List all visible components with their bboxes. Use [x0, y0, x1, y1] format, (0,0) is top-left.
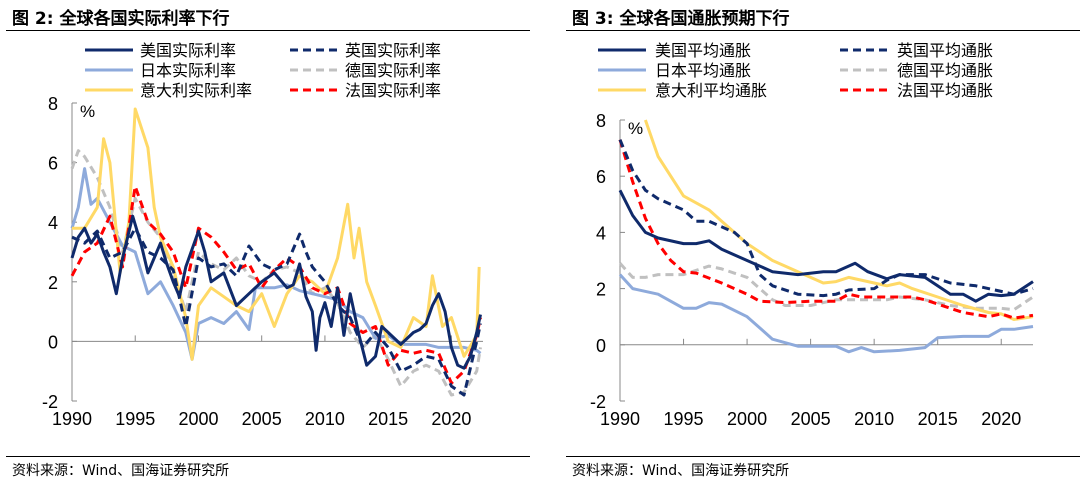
y-tick-label: 6: [48, 154, 58, 174]
y-tick-label: 6: [596, 167, 606, 187]
y-tick-label: 4: [596, 223, 606, 243]
x-tick-label: 1995: [115, 409, 155, 429]
line-chart-inflation: -2 0 2 4 6 8 % 1990 1995 2000 2005 2010 2015 2020 美国平均…: [590, 42, 1034, 429]
divider: [6, 30, 530, 31]
source-note: 资料来源：Wind、国海证券研究所: [12, 463, 230, 479]
y-tick-label: -2: [590, 392, 606, 412]
y-tick-label: 0: [48, 332, 58, 352]
y-axis-unit: %: [80, 102, 95, 121]
legend-label: 日本平均通胀: [655, 62, 751, 80]
source-note: 资料来源：Wind、国海证券研究所: [572, 463, 790, 479]
series-line-4: [70, 149, 482, 397]
y-tick-label: -2: [42, 392, 58, 412]
legend-label: 英国实际利率: [345, 42, 441, 60]
series-line-6: [70, 184, 482, 385]
legend-label: 意大利平均通胀: [655, 81, 767, 100]
series-line-2: [71, 226, 482, 397]
x-tick-label: 2010: [305, 409, 345, 429]
legend-label: 法国实际利率: [345, 82, 441, 100]
x-tick-label: 1995: [664, 409, 704, 429]
x-tick-label: 2000: [727, 409, 767, 429]
series-line-5: [72, 107, 481, 361]
legend-label: 意大利实际利率: [140, 81, 252, 100]
series-line-2: [618, 139, 1034, 298]
x-tick-label: 1990: [600, 409, 640, 429]
divider: [566, 456, 1080, 457]
divider: [6, 456, 530, 457]
y-tick-label: 2: [48, 273, 58, 293]
divider: [566, 30, 1080, 31]
y-tick-label: 4: [48, 213, 58, 233]
chart-panel-real-rates: 图 2: 全球各国实际利率下行 -2 0 2 4 6 8% 1990 1995 2000 2005…: [0, 0, 530, 483]
x-tick-label: 2015: [368, 409, 408, 429]
series-line-1: [618, 189, 1034, 303]
legend-label: 德国平均通胀: [897, 62, 993, 80]
line-chart-real-rates: -2 0 2 4 6 8 % 1990 1995 2000 2005 2010 2015 2020 美国实际…: [42, 42, 483, 429]
x-tick-label: 2020: [981, 409, 1021, 429]
legend-label: 德国实际利率: [345, 62, 441, 80]
legend-label: 法国平均通胀: [897, 82, 993, 100]
series-line-1: [70, 214, 482, 370]
legend-label: 美国实际利率: [140, 42, 236, 60]
chart-title: 图 3: 全球各国通胀预期下行: [572, 9, 790, 29]
y-axis-unit: %: [628, 119, 643, 138]
x-tick-label: 2005: [242, 409, 282, 429]
legend-label: 美国平均通胀: [655, 42, 751, 60]
x-tick-label: 2010: [854, 409, 894, 429]
x-tick-label: 2005: [791, 409, 831, 429]
legend-label: 日本实际利率: [140, 62, 236, 80]
chart-title: 图 2: 全球各国实际利率下行: [12, 9, 230, 29]
y-tick-label: 2: [596, 280, 606, 300]
series-line-5: [643, 119, 1034, 321]
series-line-6: [618, 139, 1034, 320]
chart-panel-inflation: 图 3: 全球各国通胀预期下行 -2 0 2 4 6 8% 1990 1995 2000 2005…: [560, 0, 1080, 483]
x-tick-label: 2015: [918, 409, 958, 429]
x-tick-label: 1990: [52, 409, 92, 429]
y-tick-label: 8: [48, 94, 58, 114]
x-tick-label: 2020: [431, 409, 471, 429]
y-tick-label: 0: [596, 336, 606, 356]
legend-label: 英国平均通胀: [897, 42, 993, 60]
y-tick-label: 8: [596, 111, 606, 131]
series-line-3: [618, 273, 1034, 354]
x-tick-label: 2000: [178, 409, 218, 429]
